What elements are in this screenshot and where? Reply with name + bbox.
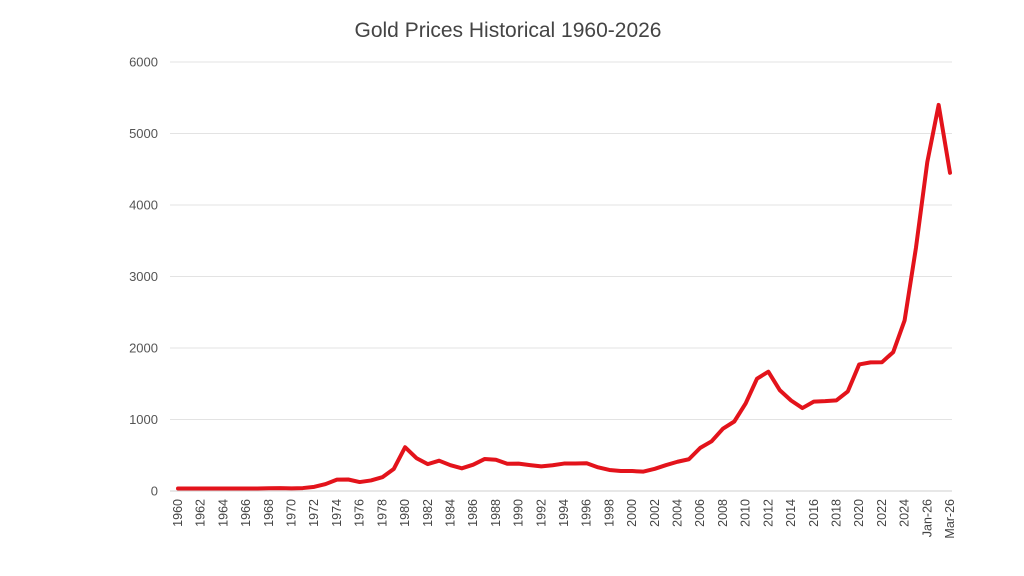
x-tick-label: 2002 <box>648 499 662 527</box>
x-tick-label: 1960 <box>171 499 185 527</box>
x-tick-label: 1984 <box>443 499 457 527</box>
x-tick-label: 2004 <box>671 499 685 527</box>
x-tick-label: 2016 <box>807 499 821 527</box>
x-tick-label: 1964 <box>216 499 230 527</box>
x-tick-label: 1992 <box>534 499 548 527</box>
x-tick-label: 1972 <box>307 499 321 527</box>
x-tick-label: 1998 <box>602 499 616 527</box>
x-tick-label: 1980 <box>398 499 412 527</box>
x-tick-label: 1994 <box>557 499 571 527</box>
x-tick-label: 2008 <box>716 499 730 527</box>
y-tick-label: 5000 <box>129 126 158 141</box>
y-tick-label: 3000 <box>129 269 158 284</box>
y-tick-label: 6000 <box>129 55 158 70</box>
x-tick-label: 2014 <box>784 499 798 527</box>
y-tick-label: 0 <box>151 484 158 499</box>
x-tick-label: 1986 <box>466 499 480 527</box>
x-tick-label: 1970 <box>285 499 299 527</box>
x-tick-label: 2000 <box>625 499 639 527</box>
y-tick-label: 1000 <box>129 412 158 427</box>
x-tick-label: 1982 <box>421 499 435 527</box>
series-line-gold-price <box>176 102 952 491</box>
y-tick-label: 4000 <box>129 198 158 213</box>
y-tick-label: 2000 <box>129 341 158 356</box>
x-tick-label: 2010 <box>739 499 753 527</box>
x-tick-label: 1996 <box>580 499 594 527</box>
x-tick-label: 1966 <box>239 499 253 527</box>
x-tick-label: 2012 <box>761 499 775 527</box>
chart-title: Gold Prices Historical 1960-2026 <box>355 19 662 42</box>
x-tick-label: 1968 <box>262 499 276 527</box>
x-tick-label: 2024 <box>898 499 912 527</box>
x-tick-label: 2022 <box>875 499 889 527</box>
x-axis-tick-labels: 1960 1962 1964 1966 1968 1970 1972 1974 1976 1978… <box>171 499 957 539</box>
x-tick-label: 1962 <box>194 499 208 527</box>
x-tick-label: 2006 <box>693 499 707 527</box>
gridlines <box>170 61 952 420</box>
x-tick-label: 1988 <box>489 499 503 527</box>
x-tick-label: 2018 <box>829 499 843 527</box>
x-tick-label: Jan-26 <box>920 499 934 537</box>
x-tick-label: 1978 <box>375 499 389 527</box>
x-tick-label: 1976 <box>353 499 367 527</box>
y-axis-tick-labels: 0 1000 2000 3000 4000 5000 6000 <box>129 55 158 499</box>
x-tick-label: 1974 <box>330 499 344 527</box>
x-tick-label: Mar-26 <box>943 499 957 539</box>
x-tick-label: 1990 <box>512 499 526 527</box>
x-tick-label: 2020 <box>852 499 866 527</box>
